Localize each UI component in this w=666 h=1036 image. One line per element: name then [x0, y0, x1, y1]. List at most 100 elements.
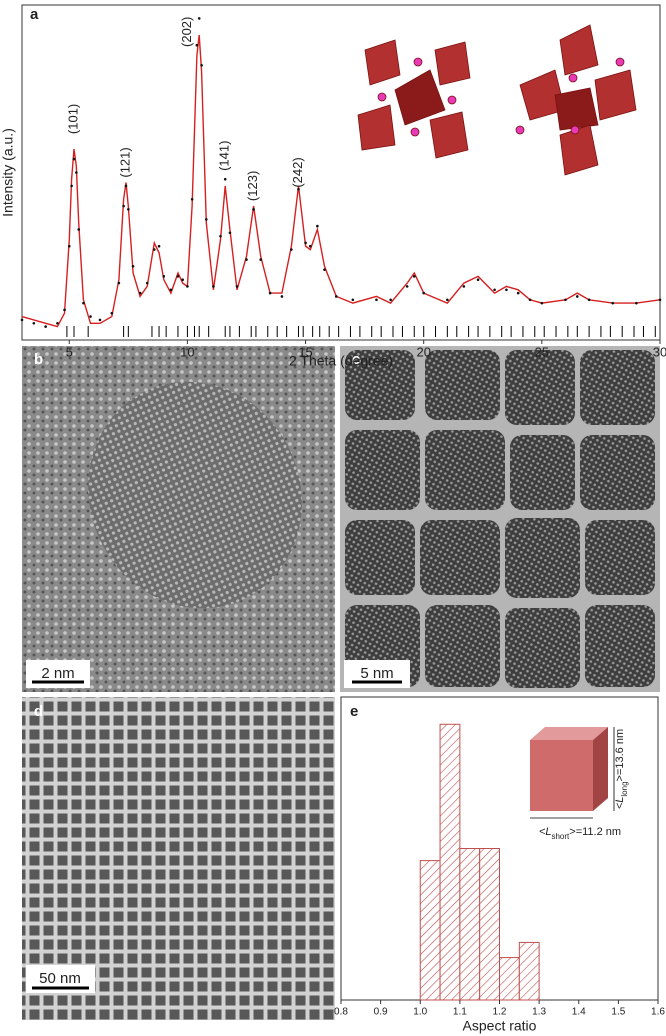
- scale-bar-label: 50 nm: [39, 970, 81, 987]
- data-point: [138, 291, 142, 295]
- data-point: [252, 208, 255, 211]
- fit-line: [21, 35, 661, 328]
- data-point: [412, 275, 416, 278]
- data-point: [389, 298, 392, 302]
- x-tick-label: 30: [653, 344, 666, 359]
- data-point: [290, 248, 293, 251]
- data-point: [658, 298, 662, 302]
- peak-label: (242): [290, 157, 305, 187]
- scale-bar-label: 5 nm: [360, 665, 393, 682]
- data-point: [153, 248, 156, 251]
- data-point: [181, 278, 184, 282]
- data-point: [169, 288, 173, 292]
- x-tick-label: 20: [416, 344, 430, 359]
- data-point: [422, 291, 426, 295]
- data-point: [375, 298, 378, 302]
- x-tick-label: 1.2: [493, 1007, 507, 1018]
- data-point: [334, 295, 338, 298]
- data-point: [575, 295, 579, 298]
- peak-label: (202): [179, 17, 194, 47]
- data-point: [540, 301, 544, 305]
- x-tick-label: 15: [298, 344, 312, 359]
- data-point: [157, 244, 161, 248]
- data-point: [186, 285, 189, 288]
- data-point: [20, 318, 24, 322]
- data-point: [297, 187, 300, 191]
- data-point: [304, 241, 307, 245]
- data-point: [528, 298, 532, 302]
- data-point: [72, 157, 76, 161]
- data-point: [44, 325, 47, 328]
- data-point: [70, 184, 73, 188]
- data-point: [268, 291, 272, 295]
- data-point: [162, 275, 166, 278]
- data-point: [476, 278, 480, 282]
- data-point: [259, 258, 262, 261]
- data-point: [235, 285, 239, 288]
- data-point: [228, 231, 232, 235]
- x-tick-label: 0.9: [374, 1007, 388, 1018]
- data-point: [351, 298, 355, 302]
- panel-label: a: [30, 6, 39, 23]
- crystal-structure-inset: [357, 24, 637, 176]
- data-point: [308, 244, 312, 248]
- inset-short-label: <Lshort>=11.2 nm: [539, 826, 621, 841]
- histogram-bar: [439, 723, 461, 1001]
- x-tick-label: 1.3: [532, 1007, 546, 1018]
- histogram-bar: [419, 860, 441, 1001]
- panel-label: d: [34, 703, 43, 720]
- peak-label: (141): [217, 141, 232, 171]
- panel-label: b: [34, 351, 43, 368]
- data-point: [200, 64, 203, 67]
- data-point: [89, 315, 92, 318]
- micrograph-c: [340, 346, 660, 692]
- data-point: [56, 321, 59, 325]
- histogram-bar: [479, 848, 500, 1001]
- x-axis-label: Aspect ratio: [463, 1018, 537, 1034]
- panel-label: c: [352, 351, 360, 368]
- data-point: [516, 291, 520, 295]
- data-point: [280, 295, 284, 298]
- data-point: [219, 234, 222, 238]
- data-point: [462, 285, 466, 288]
- micrograph-b: [22, 346, 335, 692]
- data-point: [505, 288, 508, 292]
- histogram-bar: [459, 848, 481, 1001]
- data-point: [127, 208, 130, 211]
- x-tick-label: 1.1: [453, 1007, 467, 1018]
- data-point: [611, 301, 615, 305]
- data-point: [131, 265, 135, 268]
- peak-label: (121): [117, 147, 132, 177]
- data-point: [145, 281, 149, 285]
- data-point: [124, 184, 128, 188]
- x-tick-label: 25: [535, 344, 549, 359]
- data-point: [75, 171, 78, 174]
- data-point: [176, 275, 180, 278]
- inset-long-label: <Llong>=13.6 nm: [614, 729, 629, 809]
- data-point: [110, 311, 114, 315]
- data-point: [190, 198, 194, 201]
- data-point: [195, 43, 199, 47]
- data-point: [63, 308, 66, 312]
- scale-bar-label: 2 nm: [41, 665, 74, 682]
- data-point: [564, 298, 567, 302]
- cube-inset: [530, 727, 615, 819]
- data-point: [493, 288, 496, 292]
- x-tick-label: 5: [66, 344, 73, 359]
- x-tick-label: 0.8: [334, 1007, 348, 1018]
- data-point: [405, 285, 409, 288]
- peak-label: (101): [65, 104, 80, 134]
- data-point: [223, 177, 227, 181]
- data-point: [67, 244, 71, 248]
- data-point: [77, 228, 81, 231]
- x-axis-label: 2 Theta (degree): [289, 353, 393, 369]
- data-point: [82, 301, 85, 305]
- data-point: [117, 281, 121, 285]
- x-tick-label: 1.5: [611, 1007, 625, 1018]
- data-point: [122, 204, 125, 208]
- data-point: [205, 218, 208, 221]
- peak-label: (123): [245, 171, 260, 201]
- data-point: [32, 321, 36, 325]
- data-point: [587, 298, 591, 302]
